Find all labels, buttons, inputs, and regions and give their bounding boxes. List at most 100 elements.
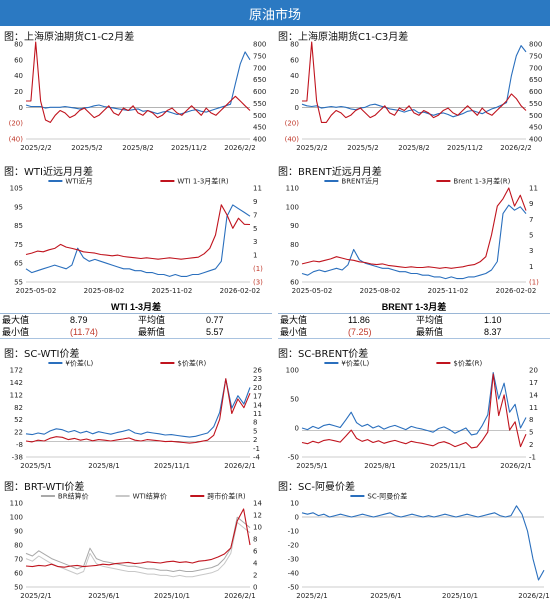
legend-label: WTI近月 [65, 177, 92, 186]
y-tick-label-left: 40 [14, 72, 23, 80]
panel-title-brent-spread: 图：BRENT近远月月差 [278, 167, 382, 178]
y-tick-label-right: 1 [253, 252, 257, 260]
chart-sc-c1c2: 80 60 40 20 0 (20) (40) 800 750 700 650 600 550 500 45… [9, 41, 267, 153]
x-tick-label: 2025/11/1 [154, 462, 190, 470]
y-tick-label-right: 8 [253, 419, 257, 427]
x-tick-label: 2025/5/2 [347, 144, 378, 152]
y-tick-label-left: -50 [288, 454, 299, 462]
x-tick-label: 2025-11-02 [428, 287, 469, 295]
series-line-right [301, 373, 527, 449]
y-tick-label-right: (3) [253, 279, 263, 287]
y-tick-label-right: 9 [529, 200, 533, 208]
y-tick-label-left: 10 [290, 500, 299, 508]
y-tick-label-left: 20 [14, 88, 23, 96]
x-tick-label: 2026/2/1 [518, 592, 549, 600]
stats-title: WTI 1-3月差 [0, 300, 272, 314]
y-tick-label-right: 5 [529, 232, 533, 240]
x-tick-label: 2026-02-02 [220, 287, 261, 295]
y-tick-label-right: 550 [529, 100, 542, 108]
y-tick-label-left: 0 [19, 104, 23, 112]
y-tick-label-right: 800 [253, 41, 266, 49]
y-tick-label-right: 8 [253, 536, 257, 544]
y-tick-label-right: 23 [253, 375, 262, 383]
legend-label: BR结算价 [58, 492, 89, 501]
y-tick-label-left: 172 [10, 367, 23, 375]
series-line-right [302, 41, 527, 123]
y-tick-label-right: 7 [529, 216, 533, 224]
x-tick-label: 2025/11/1 [430, 462, 466, 470]
x-tick-label: 2025-05-02 [292, 287, 333, 295]
y-tick-label-right: 10 [253, 524, 262, 532]
y-tick-label-right: 20 [529, 367, 538, 375]
legend-label: ¥价差(L) [65, 359, 93, 368]
y-tick-label-right: 700 [529, 64, 542, 72]
legend-label: 跨市价差(R) [207, 492, 246, 501]
y-tick-label-right: 550 [253, 100, 266, 108]
y-tick-label-right: 7 [253, 211, 257, 219]
chart-brt-wti: BR结算价 WTI结算价 跨市价差(R)1101009080706050141210… [10, 492, 263, 601]
chart-brent-spread: BRENT近月 Brent 1-3月差(R) 110 100 90 80 70 60 11 9 7 5… [286, 177, 540, 296]
panel-title-sc-oman: 图：SC-阿曼价差 [278, 482, 355, 493]
y-tick-label-left: 50 [290, 396, 299, 404]
panel-title-brt-wti: 图：BRT-WTI价差 [4, 482, 85, 493]
y-tick-label-left: 82 [14, 404, 23, 412]
panel-title-sc-wti: 图：SC-WTI价差 [4, 349, 80, 360]
stats-row: 最小值 (11.74) 最新值 5.57 [0, 326, 272, 338]
stats-value: 1.10 [484, 315, 502, 325]
x-tick-label: 2025-11-02 [152, 287, 193, 295]
y-tick-label-left: 20 [290, 88, 299, 96]
page-header: 原油市场 [0, 0, 550, 26]
y-tick-label-right: 20 [253, 384, 262, 392]
y-tick-label-left: -10 [288, 528, 299, 536]
legend-label: $价差(R) [453, 359, 482, 368]
y-tick-label-right: 650 [253, 76, 266, 84]
y-tick-label-left: 142 [10, 379, 23, 387]
stats-value: 11.86 [348, 315, 370, 325]
y-tick-label-left: (40) [285, 136, 300, 144]
panel-title-sc-brent: 图：SC-BRENT价差 [278, 349, 369, 360]
y-tick-label-right: 3 [529, 247, 533, 255]
y-tick-label-right: 2 [529, 441, 533, 449]
y-tick-label-right: 400 [529, 136, 542, 144]
y-tick-label-left: 105 [10, 185, 23, 193]
legend-label: BRENT近月 [341, 177, 379, 186]
y-tick-label-left: 60 [290, 56, 299, 64]
y-tick-label-left: 55 [14, 279, 23, 287]
y-tick-label-left: 60 [290, 279, 299, 287]
panel-title-sc-c1c3: 图：上海原油期货C1-C3月差 [278, 32, 409, 43]
y-tick-label-left: 90 [290, 222, 299, 230]
y-tick-label-right: -1 [529, 454, 536, 462]
y-tick-label-right: 450 [529, 124, 542, 132]
y-tick-label-right: 17 [253, 393, 262, 401]
stats-row: 最大值 11.86 平均值 1.10 [278, 314, 550, 326]
x-tick-label: 2026/2/1 [224, 462, 255, 470]
y-tick-label-right: 3 [253, 238, 257, 246]
y-tick-label-right: 1 [529, 263, 533, 271]
y-tick-label-right: 500 [529, 112, 542, 120]
x-tick-label: 2025/5/2 [71, 144, 102, 152]
y-tick-label-left: 60 [14, 56, 23, 64]
series-line-wti [25, 521, 251, 578]
stats-table-wti: WTI 1-3月差 最大值 8.79 平均值 0.77 最小值 (11.74) … [0, 300, 272, 338]
stats-value: 5.57 [206, 327, 224, 337]
y-tick-label-left: 0 [295, 425, 299, 433]
stats-row: 最小值 (7.25) 最新值 8.37 [278, 326, 550, 338]
y-tick-label-left: (40) [9, 136, 24, 144]
legend-label: SC-阿曼价差 [367, 492, 407, 501]
legend-label: Brent 1-3月差(R) [453, 177, 510, 186]
legend-label: WTI 1-3月差(R) [177, 177, 229, 186]
x-tick-label: 2025/8/2 [122, 144, 153, 152]
y-tick-label-right: 14 [253, 401, 262, 409]
y-tick-label-left: 0 [295, 104, 299, 112]
x-tick-label: 2025/10/1 [442, 592, 478, 600]
series-line-left [301, 505, 545, 581]
stats-label: 最大值 [280, 315, 308, 325]
x-tick-label: 2025/6/1 [370, 592, 401, 600]
chart-sc-brent: ¥价差(L) $价差(R) 100 50 0 -50 20 17 14 11 8 5 2 -1 2025/5… [286, 359, 539, 471]
divider [0, 338, 272, 339]
stats-value: 8.37 [484, 327, 502, 337]
x-tick-label: 2025-08-02 [360, 287, 401, 295]
x-tick-label: 2026/2/2 [224, 144, 255, 152]
x-tick-label: 2025/10/1 [154, 592, 190, 600]
